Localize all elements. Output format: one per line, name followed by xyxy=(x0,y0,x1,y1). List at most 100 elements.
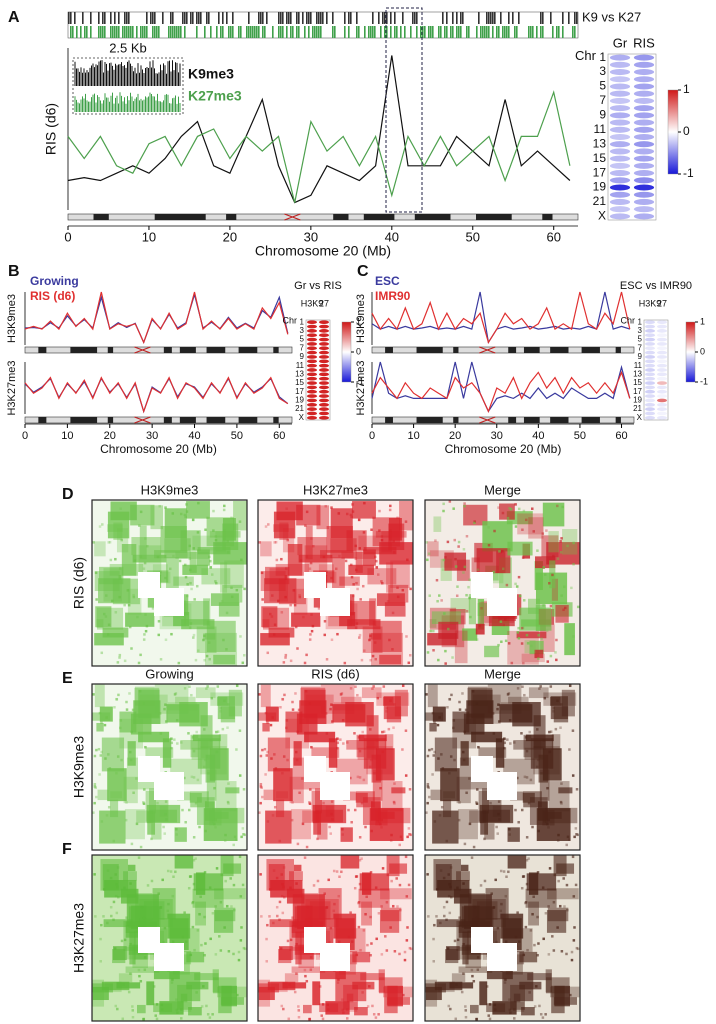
map-speck xyxy=(507,642,511,645)
map-speck xyxy=(273,623,277,627)
map-speck xyxy=(308,702,312,705)
map-block xyxy=(328,738,338,768)
map-speck xyxy=(130,730,133,734)
map-speck xyxy=(572,895,576,898)
map-speck xyxy=(321,1003,325,1006)
map-speck xyxy=(392,726,395,729)
map-speck xyxy=(272,869,276,872)
x-tick-label: 20 xyxy=(223,229,237,244)
k27-track xyxy=(116,26,118,38)
map-speck xyxy=(302,615,305,619)
map-block xyxy=(517,513,544,535)
map-speck xyxy=(330,800,334,803)
k27-track xyxy=(314,26,316,38)
map-speck xyxy=(541,886,545,889)
colorbar-tick-label: -1 xyxy=(683,166,694,180)
map-speck xyxy=(396,595,400,599)
map-speck xyxy=(562,877,565,880)
map-speck xyxy=(289,659,293,663)
ideogram-band xyxy=(416,347,443,353)
heatmap-cell xyxy=(656,402,668,407)
map-speck xyxy=(428,748,431,752)
map-block xyxy=(507,827,520,842)
map-speck xyxy=(325,732,329,735)
map-speck xyxy=(452,726,455,730)
heatmap-cell xyxy=(609,155,631,162)
k27-track xyxy=(272,26,274,38)
map-speck xyxy=(435,888,439,891)
colorbar-tick-label: 0 xyxy=(683,124,690,138)
map-block xyxy=(521,1007,535,1016)
map-speck xyxy=(99,960,102,963)
map-block xyxy=(149,788,156,814)
heatmap-cell xyxy=(633,69,655,76)
map-speck xyxy=(105,716,108,719)
ideogram-band xyxy=(107,417,114,423)
map-speck xyxy=(271,814,275,817)
map-speck xyxy=(393,802,396,805)
map-speck xyxy=(295,758,299,762)
colorbar-tick-label: 0 xyxy=(356,346,361,356)
map-speck xyxy=(188,626,192,629)
map-speck xyxy=(497,703,500,706)
heatmap-cell xyxy=(318,394,330,398)
ideogram-band xyxy=(550,347,569,353)
map-speck xyxy=(123,603,126,607)
map-speck xyxy=(444,662,447,665)
map-speck xyxy=(407,883,411,887)
map-speck xyxy=(546,786,549,790)
heatmap-cell xyxy=(609,126,631,133)
ideogram-band xyxy=(179,417,196,423)
map-speck xyxy=(357,518,361,522)
heatmap-cell xyxy=(644,337,656,342)
heatmap-cell xyxy=(644,329,656,333)
k9-track xyxy=(332,12,334,24)
map-speck xyxy=(533,1005,537,1008)
map-block xyxy=(96,722,104,732)
map-speck xyxy=(97,747,101,751)
map-speck xyxy=(293,990,297,994)
heatmap-cell xyxy=(306,346,318,351)
map-block xyxy=(103,919,133,928)
map-speck xyxy=(272,633,276,636)
map-speck xyxy=(362,778,366,782)
map-block xyxy=(260,684,271,708)
map-speck xyxy=(132,595,136,599)
map-speck xyxy=(142,638,146,641)
map-speck xyxy=(187,808,191,812)
map-speck xyxy=(335,870,339,873)
map-speck xyxy=(401,684,405,688)
map-speck xyxy=(524,925,528,929)
map-block xyxy=(386,706,402,723)
x-tick-label: 50 xyxy=(574,430,586,442)
heatmap-cell xyxy=(318,411,330,416)
heatmap-cell xyxy=(609,61,631,68)
map-speck xyxy=(234,838,238,841)
map-speck xyxy=(380,826,383,829)
row-label: 7 xyxy=(300,343,305,352)
map-speck xyxy=(386,599,390,603)
map-speck xyxy=(493,1008,497,1011)
map-speck xyxy=(504,639,508,643)
map-speck xyxy=(212,509,215,513)
k9-track xyxy=(348,12,350,24)
map-speck xyxy=(337,894,341,898)
map-speck xyxy=(115,882,118,886)
heatmap-cell xyxy=(633,148,655,155)
k27-track xyxy=(84,26,86,38)
map-speck xyxy=(535,985,538,988)
map-speck xyxy=(150,837,153,841)
map-speck xyxy=(137,856,141,859)
map-speck xyxy=(472,845,476,849)
map-speck xyxy=(118,577,122,580)
map-speck xyxy=(508,833,511,836)
map-speck xyxy=(521,875,525,878)
map-speck xyxy=(185,510,189,513)
k27-track xyxy=(486,26,488,38)
map-speck xyxy=(520,626,524,630)
map-speck xyxy=(391,904,395,908)
map-speck xyxy=(374,886,378,889)
k27-track xyxy=(452,26,454,38)
k27-track xyxy=(128,26,130,38)
map-speck xyxy=(258,541,261,544)
